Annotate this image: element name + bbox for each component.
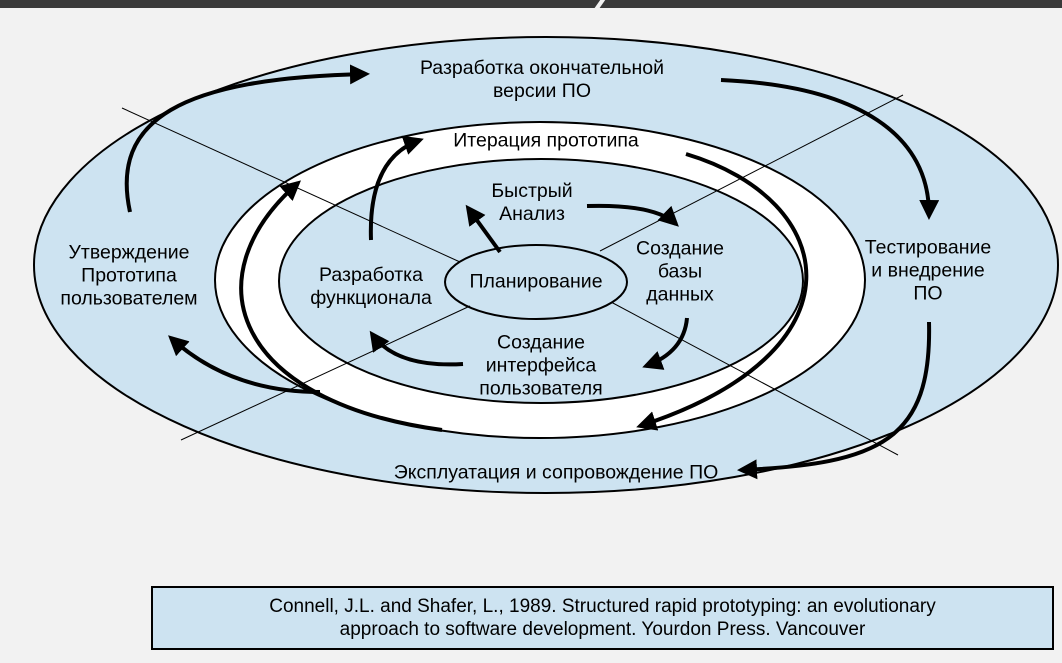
ring-arrows: [168, 152, 809, 432]
label-ui-creation: Создание интерфейса пользователя: [479, 331, 603, 400]
inner-cycle-arrows: [368, 135, 689, 370]
prototyping-cycle-diagram: [33, 36, 1059, 494]
outer-cycle-arrows: [124, 64, 940, 480]
citation-line-1: Connell, J.L. and Shafer, L., 1989. Stru…: [269, 596, 936, 617]
top-bar: [0, 0, 1062, 8]
citation-box: Connell, J.L. and Shafer, L., 1989. Stru…: [151, 586, 1054, 650]
arrow-analysis-to-database: [586, 203, 679, 227]
planning-ellipse: [444, 244, 628, 320]
label-testing-deployment: Тестирование и внедрение ПО: [864, 236, 992, 305]
arrow-ring-left: [239, 180, 443, 432]
arrow-final-to-testing: [720, 78, 940, 220]
label-quick-analysis: Быстрый Анализ: [491, 180, 573, 225]
label-functional-development: Разработка функционала: [310, 264, 432, 309]
label-final-version: Разработка окончательной версии ПО: [419, 57, 665, 102]
arrow-testing-to-operation: [737, 321, 932, 480]
arrow-database-to-ui: [642, 317, 689, 370]
label-prototype-approval: Утверждение Прототипа пользователем: [60, 241, 198, 310]
arrow-ring-to-approval: [168, 335, 321, 394]
citation-line-2: approach to software development. Yourdo…: [339, 619, 866, 640]
label-operation-maintenance: Эксплуатация и сопровождение ПО: [393, 461, 719, 484]
arrow-approval-to-final: [124, 64, 370, 213]
label-planning: Планирование: [469, 270, 603, 293]
arrow-planning-to-analysis: [465, 204, 502, 254]
arrow-functional-to-iteration: [368, 135, 424, 241]
arrow-ring-right: [636, 152, 809, 431]
arrow-ui-to-functional: [369, 330, 464, 367]
label-prototype-iteration: Итерация прототипа: [453, 129, 639, 152]
label-database-creation: Создание базы данных: [636, 237, 724, 306]
